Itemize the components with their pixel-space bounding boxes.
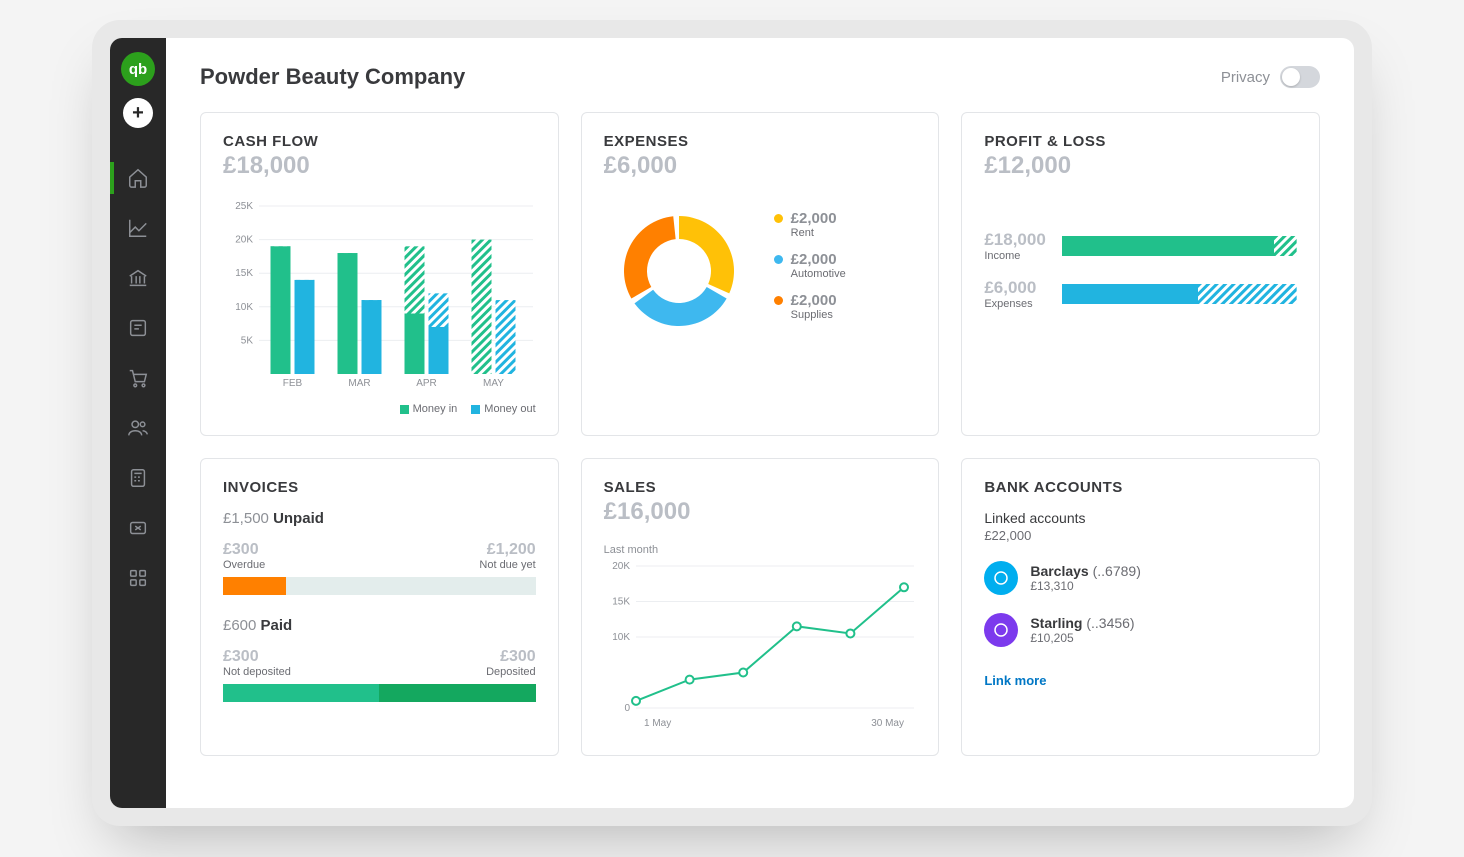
notdue-amount: £1,200	[479, 541, 535, 559]
invoices-title: INVOICES	[223, 479, 536, 496]
app-logo[interactable]: qb	[121, 52, 155, 86]
invoices-paid: £600 Paid	[223, 617, 536, 634]
people-icon	[127, 417, 149, 439]
privacy-label: Privacy	[1221, 69, 1270, 86]
link-more-button[interactable]: Link more	[984, 673, 1297, 688]
receipt-icon	[127, 317, 149, 339]
legend-in-label: Money in	[413, 403, 458, 415]
pl-income-label: Income	[984, 250, 1050, 262]
svg-text:MAY: MAY	[483, 378, 504, 389]
nav-reports[interactable]	[110, 206, 166, 250]
svg-text:0: 0	[624, 703, 630, 714]
cart-icon	[127, 367, 149, 389]
svg-text:10K: 10K	[612, 632, 630, 643]
nav-banking[interactable]	[110, 256, 166, 300]
cashflow-card[interactable]: CASH FLOW £18,000 25K 20K 15K 10K 5K FEB MAR AP…	[200, 112, 559, 436]
privacy-toggle[interactable]	[1280, 66, 1320, 88]
nav-accounting[interactable]	[110, 456, 166, 500]
nav-transactions[interactable]	[110, 306, 166, 350]
pl-expenses-label: Expenses	[984, 298, 1050, 310]
svg-text:MAR: MAR	[348, 378, 370, 389]
privacy-control: Privacy	[1221, 66, 1320, 88]
svg-text:20K: 20K	[235, 235, 253, 246]
notdep-label: Not deposited	[223, 666, 291, 678]
invoices-unpaid: £1,500 Unpaid	[223, 510, 536, 527]
cashflow-amount: £18,000	[223, 152, 536, 180]
expenses-legend: £2,000Rent£2,000Automotive£2,000Supplies	[774, 210, 846, 333]
topbar: Powder Beauty Company Privacy	[200, 64, 1320, 90]
pl-amount: £12,000	[984, 152, 1297, 180]
bank-card[interactable]: BANK ACCOUNTS Linked accounts £22,000 Ba…	[961, 458, 1320, 756]
sales-card[interactable]: SALES £16,000 Last month 20K 15K 10K 0 1 May…	[581, 458, 940, 756]
dep-amount: £300	[486, 648, 536, 666]
invoices-unpaid-bar	[223, 577, 536, 595]
sales-chart: 20K 15K 10K 0 1 May 30 May	[604, 560, 914, 730]
calculator-icon	[127, 467, 149, 489]
bank-account-row[interactable]: Starling (..3456)£10,205	[984, 613, 1297, 647]
nav-customers[interactable]	[110, 406, 166, 450]
app-screen: qb + Powder Beauty Company Privacy CASH …	[110, 38, 1354, 808]
pl-expenses-amount: £6,000	[984, 278, 1050, 298]
tax-icon	[127, 517, 149, 539]
home-icon	[127, 167, 149, 189]
svg-text:15K: 15K	[612, 597, 630, 608]
invoices-card[interactable]: INVOICES £1,500 Unpaid £300Overdue £1,20…	[200, 458, 559, 756]
sales-amount: £16,000	[604, 498, 917, 526]
svg-text:FEB: FEB	[283, 378, 303, 389]
money-in-dot	[400, 405, 409, 414]
svg-text:20K: 20K	[612, 561, 630, 572]
bank-account-row[interactable]: Barclays (..6789)£13,310	[984, 561, 1297, 595]
money-out-dot	[471, 405, 480, 414]
pl-income-bar	[1062, 236, 1297, 256]
svg-text:10K: 10K	[235, 302, 253, 313]
expenses-card[interactable]: EXPENSES £6,000 £2,000Rent£2,000Automoti…	[581, 112, 940, 436]
bank-title: BANK ACCOUNTS	[984, 479, 1297, 496]
bank-icon	[127, 267, 149, 289]
legend-out-label: Money out	[484, 403, 535, 415]
nav-expenses[interactable]	[110, 356, 166, 400]
overdue-label: Overdue	[223, 559, 265, 571]
svg-text:30 May: 30 May	[871, 718, 904, 729]
add-button[interactable]: +	[123, 98, 153, 128]
svg-text:1 May: 1 May	[644, 718, 671, 729]
invoices-paid-bar	[223, 684, 536, 702]
notdue-label: Not due yet	[479, 559, 535, 571]
pl-title: PROFIT & LOSS	[984, 133, 1297, 150]
svg-text:25K: 25K	[235, 201, 253, 212]
nav-taxes[interactable]	[110, 506, 166, 550]
bank-linked-label: Linked accounts	[984, 510, 1297, 526]
cashflow-title: CASH FLOW	[223, 133, 536, 150]
main-content: Powder Beauty Company Privacy CASH FLOW …	[166, 38, 1354, 808]
svg-text:5K: 5K	[241, 335, 254, 346]
svg-text:APR: APR	[416, 378, 437, 389]
expenses-donut	[604, 196, 754, 346]
cashflow-legend: Money in Money out	[223, 403, 536, 415]
notdep-amount: £300	[223, 648, 291, 666]
pl-expenses-bar	[1062, 284, 1297, 304]
expenses-amount: £6,000	[604, 152, 917, 180]
bank-accounts-list: Barclays (..6789)£13,310 Starling (..345…	[984, 561, 1297, 647]
sales-title: SALES	[604, 479, 917, 496]
sidebar: qb +	[110, 38, 166, 808]
sales-period: Last month	[604, 544, 917, 556]
company-name: Powder Beauty Company	[200, 64, 465, 90]
profit-loss-card[interactable]: PROFIT & LOSS £12,000 £18,000 Income £6,…	[961, 112, 1320, 436]
dep-label: Deposited	[486, 666, 536, 678]
bank-linked-total: £22,000	[984, 528, 1297, 543]
pl-income-amount: £18,000	[984, 230, 1050, 250]
nav-apps[interactable]	[110, 556, 166, 600]
chart-icon	[127, 217, 149, 239]
expenses-title: EXPENSES	[604, 133, 917, 150]
grid-icon	[127, 567, 149, 589]
svg-text:15K: 15K	[235, 268, 253, 279]
dashboard-grid: CASH FLOW £18,000 25K 20K 15K 10K 5K FEB MAR AP…	[200, 112, 1320, 756]
cashflow-chart: 25K 20K 15K 10K 5K FEB MAR APR MAY	[223, 200, 533, 390]
laptop-frame: qb + Powder Beauty Company Privacy CASH …	[92, 20, 1372, 826]
overdue-amount: £300	[223, 541, 265, 559]
nav-home[interactable]	[110, 156, 166, 200]
